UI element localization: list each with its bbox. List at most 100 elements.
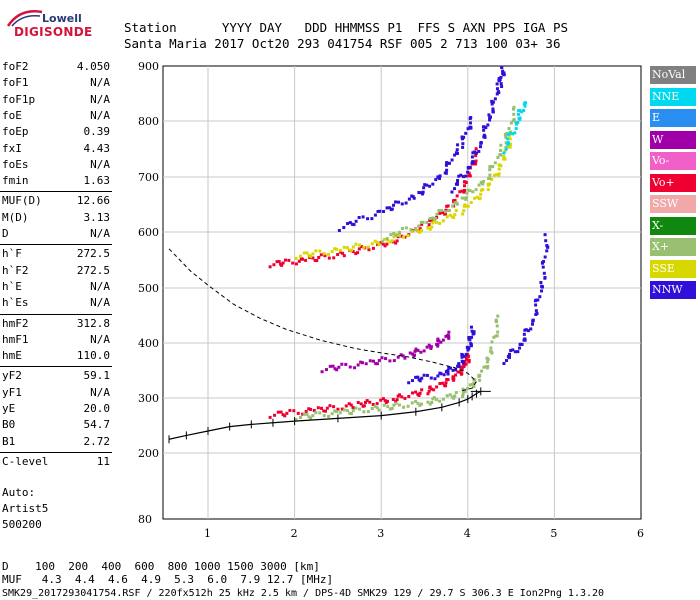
y-tick-label: 500 — [138, 282, 159, 295]
trace-point-w — [328, 364, 332, 368]
trace-point-w — [416, 348, 420, 352]
trace-point-x+ — [402, 405, 406, 409]
trace-point-x+ — [428, 217, 432, 221]
trace-point-nnw — [495, 87, 499, 91]
trace-point-w — [368, 359, 372, 363]
param-key: h`Es — [2, 296, 29, 310]
trace-point-nnw — [422, 373, 426, 377]
trace-point-nnw — [472, 330, 476, 334]
trace-point-nnw — [530, 322, 534, 326]
trace-point-nnw — [407, 381, 411, 385]
legend-item-e: E — [650, 109, 696, 127]
auto-artist: Artist5 — [2, 502, 49, 515]
trace-point-nnw — [446, 372, 450, 376]
trace-point-nnw — [472, 150, 476, 154]
trace-point-x+ — [448, 393, 452, 397]
trace-point-vo+ — [400, 395, 404, 399]
param-key: h`F — [2, 247, 22, 261]
trace-point-nnw — [418, 379, 422, 383]
trace-point-nnw — [545, 249, 549, 253]
trace-point-w — [427, 343, 431, 347]
param-value: 59.1 — [83, 369, 111, 383]
trace-point-x+ — [496, 314, 500, 318]
trace-point-nnw — [357, 215, 361, 219]
trace-point-sse — [503, 149, 507, 153]
trace-point-x+ — [420, 402, 424, 406]
trace-point-w — [375, 362, 379, 366]
trace-point-nnw — [469, 116, 473, 120]
trace-point-x+ — [505, 131, 509, 135]
trace-point-nnw — [337, 229, 341, 232]
trace-point-vo+ — [398, 393, 402, 397]
trace-point-w — [384, 357, 388, 361]
trace-point-w — [444, 334, 448, 338]
trace-point-nnw — [499, 75, 503, 79]
trace-point-sse — [454, 209, 458, 213]
trace-point-x+ — [485, 360, 489, 364]
param-row: yF2 59.1 — [2, 369, 110, 385]
trace-point-nnw — [392, 203, 396, 207]
trace-point-vo+ — [441, 211, 445, 215]
y-tick-label: 300 — [138, 392, 159, 405]
trace-point-w — [348, 365, 352, 369]
trace-point-vo+ — [294, 262, 298, 266]
param-row: foEp 0.39 — [2, 125, 110, 141]
trace-point-sse — [402, 235, 406, 239]
trace-point-w — [396, 355, 400, 359]
trace-point-x+ — [440, 208, 444, 212]
trace-point-nnw — [495, 92, 499, 96]
trace-point-x+ — [385, 237, 389, 241]
trace-point-x+ — [406, 404, 410, 408]
trace-point-sse — [461, 212, 465, 216]
trace-point-nnw — [457, 365, 461, 369]
trace-point-nnw — [466, 127, 470, 131]
trace-point-nne — [514, 127, 518, 131]
trace-point-nnw — [438, 174, 442, 178]
trace-point-nnw — [501, 69, 505, 73]
trace-point-nnw — [469, 344, 473, 348]
trace-point-vo+ — [276, 410, 280, 414]
trace-point-sse — [495, 173, 499, 177]
param-key: fxI — [2, 141, 22, 155]
trace-point-x+ — [381, 240, 385, 244]
trace-point-vo+ — [386, 399, 390, 403]
trace-point-sse — [499, 164, 503, 168]
trace-point-x+ — [447, 208, 451, 212]
x-tick-label: 3 — [377, 527, 384, 540]
trace-point-nnw — [471, 160, 475, 164]
logo-main-text: DIGISONDE — [14, 25, 93, 39]
trace-point-vo+ — [347, 402, 351, 406]
trace-point-sse — [438, 221, 442, 225]
param-row: hmF2 312.8 — [2, 317, 110, 333]
trace-point-vo+ — [365, 399, 369, 403]
trace-point-vo+ — [356, 401, 360, 405]
trace-point-nnw — [354, 219, 358, 223]
auto-code: 500200 — [2, 518, 42, 531]
trace-point-w — [399, 353, 403, 357]
digisonde-logo: Lowell DIGISONDE — [4, 6, 114, 46]
trace-point-sse — [390, 239, 394, 243]
trace-point-nnw — [444, 163, 448, 167]
trace-point-nne — [513, 131, 517, 135]
footer-muf-row: MUF 4.3 4.4 4.6 4.9 5.3 6.0 7.9 12.7 [MH… — [2, 573, 334, 586]
trace-point-vo+ — [418, 226, 422, 230]
trace-point-vo+ — [420, 222, 424, 226]
param-key: hmE — [2, 349, 22, 363]
legend-item-vo-: Vo- — [650, 152, 696, 170]
trace-point-nne — [502, 151, 506, 155]
trace-point-nne — [514, 121, 518, 125]
trace-point-x+ — [330, 412, 334, 416]
param-value: N/A — [90, 157, 110, 171]
trace-point-w — [429, 346, 433, 350]
trace-point-x+ — [434, 398, 438, 402]
trace-point-w — [333, 367, 337, 371]
trace-point-nnw — [422, 186, 426, 190]
trace-point-sse — [309, 254, 313, 258]
y-tick-label: 800 — [138, 115, 159, 128]
param-key: h`F2 — [2, 263, 29, 277]
trace-point-x+ — [345, 409, 349, 413]
trace-point-vo+ — [458, 370, 462, 374]
trace-point-x+ — [419, 220, 423, 224]
trace-point-nnw — [433, 377, 437, 381]
trace-point-nnw — [366, 217, 370, 221]
